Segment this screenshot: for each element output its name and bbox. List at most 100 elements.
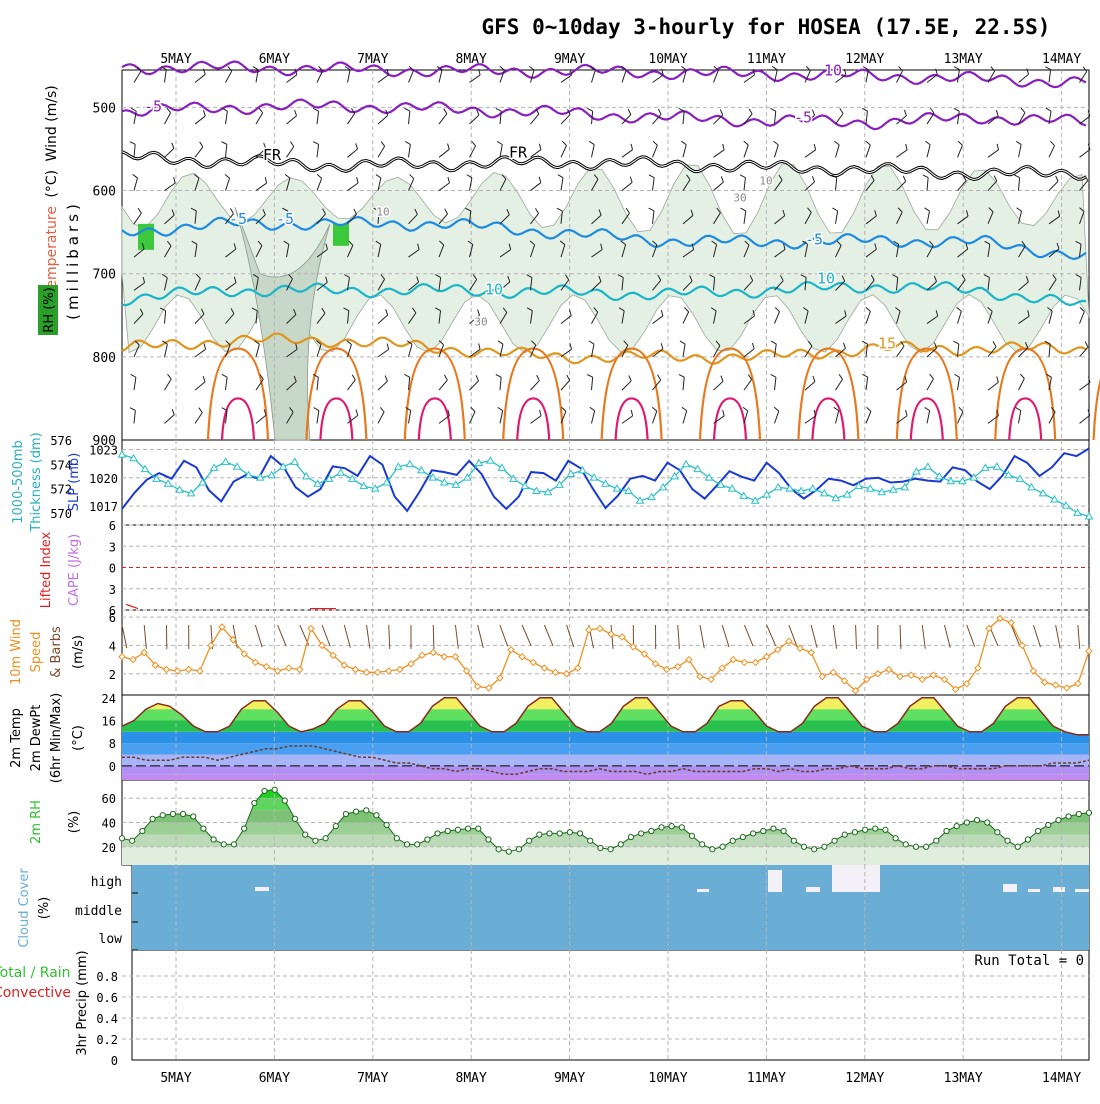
rh-marker (761, 828, 766, 833)
rh-marker (496, 847, 501, 852)
lifted-index-label: Lifted Index (39, 531, 54, 608)
rh-marker (1086, 810, 1091, 815)
temp-unit-label: (°C) (44, 170, 60, 198)
rh-marker (852, 830, 857, 835)
rh-marker (700, 842, 705, 847)
date-label-top: 10MAY (648, 52, 687, 67)
rh-marker (710, 847, 715, 852)
cloud-gap (697, 889, 709, 892)
rh-marker (354, 809, 359, 814)
rh-marker (323, 836, 328, 841)
rh-saturated-spot (333, 224, 349, 246)
date-label-bottom: 7MAY (357, 1071, 388, 1086)
rh-marker (608, 847, 613, 852)
rh-marker (740, 834, 745, 839)
rh-marker (1005, 838, 1010, 843)
cloud-gap (768, 870, 782, 892)
date-label-bottom: 6MAY (259, 1071, 290, 1086)
date-label-bottom: 13MAY (944, 1071, 983, 1086)
temp2m-unit: (°C) (71, 725, 86, 751)
rh-marker (893, 836, 898, 841)
cloud-level-label: low (99, 932, 123, 947)
pressure-tick-label: 700 (93, 268, 116, 283)
wind10-barb (433, 625, 434, 649)
rh-marker (588, 838, 593, 843)
slp-tick-label: 1020 (89, 472, 118, 486)
rh-marker (557, 831, 562, 836)
rh-marker (1025, 837, 1030, 842)
rh-marker (822, 844, 827, 849)
pressure-tick-label: 500 (93, 101, 116, 116)
temp2m-label-c: (6hr Min/Max) (49, 693, 64, 783)
rh-marker (252, 800, 257, 805)
temp-tick-label: 0 (109, 760, 116, 774)
date-label-top: 5MAY (160, 52, 191, 67)
cloud-label: Cloud Cover (17, 868, 32, 948)
rh-marker (231, 842, 236, 847)
rh-marker (985, 820, 990, 825)
cloud-level-label: middle (75, 904, 122, 919)
rh-marker (577, 831, 582, 836)
chart-title: GFS 0~10day 3-hourly for HOSEA (17.5E, 2… (482, 15, 1051, 39)
rh-marker (211, 837, 216, 842)
precip-tick-label: 0.2 (96, 1033, 118, 1047)
rh-marker (639, 831, 644, 836)
rh-marker (425, 837, 430, 842)
cloud-gap (832, 865, 880, 892)
contour-label: -5 (805, 231, 823, 249)
rh-marker (801, 844, 806, 849)
rh-marker (506, 849, 511, 854)
rh-marker (384, 822, 389, 827)
temp-tick-label: 8 (109, 737, 116, 751)
rh-marker (547, 831, 552, 836)
cloud-gap (1053, 887, 1065, 892)
rh-marker (170, 811, 175, 816)
contour-label: 10 (376, 206, 389, 219)
rh-marker (954, 824, 959, 829)
pressure-tick-label: 800 (93, 351, 116, 366)
date-label-bottom: 10MAY (648, 1071, 687, 1086)
rh-marker (883, 827, 888, 832)
date-label-top: 13MAY (944, 52, 983, 67)
slp-label: SLP (mb) (67, 453, 82, 512)
rh-marker (364, 808, 369, 813)
date-label-top: 9MAY (554, 52, 585, 67)
rh-marker (812, 847, 817, 852)
rh-marker (934, 838, 939, 843)
rh-marker (303, 832, 308, 837)
rh-marker (404, 842, 409, 847)
rh-marker (730, 838, 735, 843)
date-label-top: 7MAY (357, 52, 388, 67)
contour-label: 10 (759, 175, 772, 188)
rh-marker (313, 838, 318, 843)
rh-marker (537, 832, 542, 837)
contour-label: -5 (144, 98, 162, 116)
rh-marker (374, 813, 379, 818)
li-tick-label: 0 (109, 562, 116, 576)
rh-marker (781, 828, 786, 833)
cloud-level-label: high (91, 875, 122, 890)
rh-tick-label: 20 (102, 841, 116, 855)
rh-marker (445, 828, 450, 833)
contour-label: 10 (485, 280, 503, 298)
rh-marker (1056, 817, 1061, 822)
rh-marker (160, 813, 165, 818)
rh-marker (394, 836, 399, 841)
cloud-gap (1028, 889, 1040, 892)
rh-marker (628, 834, 633, 839)
rh-marker (333, 824, 338, 829)
temp-tick-label: 24 (102, 692, 116, 706)
wind10-label-c: & Barbs (49, 626, 64, 678)
date-label-bottom: 9MAY (554, 1071, 585, 1086)
wind10-label-a: 10m Wind (9, 619, 24, 685)
rh-marker (689, 833, 694, 838)
cloud-cover-panel: high middle low (75, 865, 1089, 950)
rh-marker (486, 837, 491, 842)
contour-label: -5 (794, 108, 812, 126)
temp-band (122, 774, 1089, 780)
rh-marker (1066, 814, 1071, 819)
cloud-unit: (%) (37, 897, 52, 920)
contour-label: 10 (824, 62, 842, 80)
cape-label: CAPE (J/kg) (67, 534, 82, 606)
